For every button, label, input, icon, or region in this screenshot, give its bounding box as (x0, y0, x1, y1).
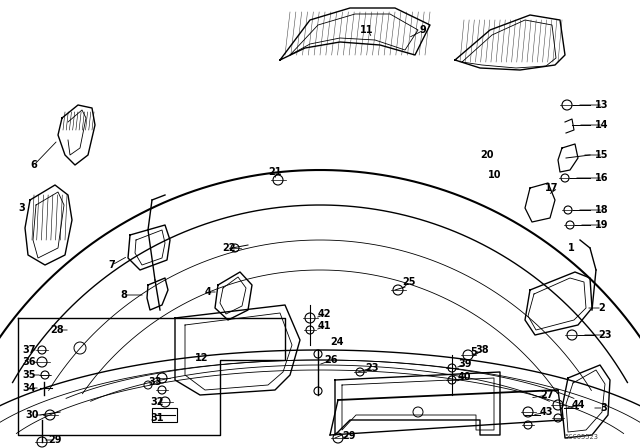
Text: 37: 37 (22, 345, 35, 355)
Text: 20: 20 (480, 150, 493, 160)
Text: 31: 31 (150, 413, 163, 423)
Text: 36: 36 (22, 357, 35, 367)
Text: 23: 23 (598, 330, 611, 340)
Text: 40: 40 (458, 372, 472, 382)
Text: 9: 9 (420, 25, 427, 35)
Text: 29: 29 (48, 435, 61, 445)
Text: 42: 42 (318, 309, 332, 319)
Text: 38: 38 (475, 345, 488, 355)
Text: 23: 23 (365, 363, 378, 373)
Text: 12: 12 (195, 353, 209, 363)
Text: 3: 3 (18, 203, 25, 213)
Text: 6: 6 (30, 160, 36, 170)
Text: 27: 27 (540, 390, 554, 400)
Text: 15: 15 (595, 150, 609, 160)
Text: 19: 19 (595, 220, 609, 230)
Text: 16: 16 (595, 173, 609, 183)
Text: 34: 34 (22, 383, 35, 393)
Text: 21: 21 (268, 167, 282, 177)
Text: 1: 1 (568, 243, 575, 253)
Text: 5CC05523: 5CC05523 (564, 434, 598, 440)
Text: 43: 43 (540, 407, 554, 417)
Text: 32: 32 (150, 397, 163, 407)
Text: 2: 2 (598, 303, 605, 313)
Text: 4: 4 (205, 287, 212, 297)
Text: 35: 35 (22, 370, 35, 380)
Text: 8: 8 (120, 290, 127, 300)
Text: 24: 24 (330, 337, 344, 347)
Text: 39: 39 (458, 359, 472, 369)
Text: 13: 13 (595, 100, 609, 110)
Text: 14: 14 (595, 120, 609, 130)
Text: 41: 41 (318, 321, 332, 331)
Bar (152, 408, 177, 422)
Text: 17: 17 (545, 183, 558, 193)
Text: 18: 18 (595, 205, 609, 215)
Text: 30: 30 (25, 410, 38, 420)
Text: 26: 26 (324, 355, 337, 365)
Text: 3: 3 (600, 403, 607, 413)
Text: 7: 7 (108, 260, 115, 270)
Text: 28: 28 (50, 325, 63, 335)
Text: 33: 33 (148, 377, 161, 387)
Text: 29: 29 (342, 431, 355, 441)
Text: 22: 22 (222, 243, 236, 253)
Text: 44: 44 (572, 400, 586, 410)
Text: 25: 25 (402, 277, 415, 287)
Text: 5: 5 (470, 347, 477, 357)
Text: 11: 11 (360, 25, 374, 35)
Text: 10: 10 (488, 170, 502, 180)
